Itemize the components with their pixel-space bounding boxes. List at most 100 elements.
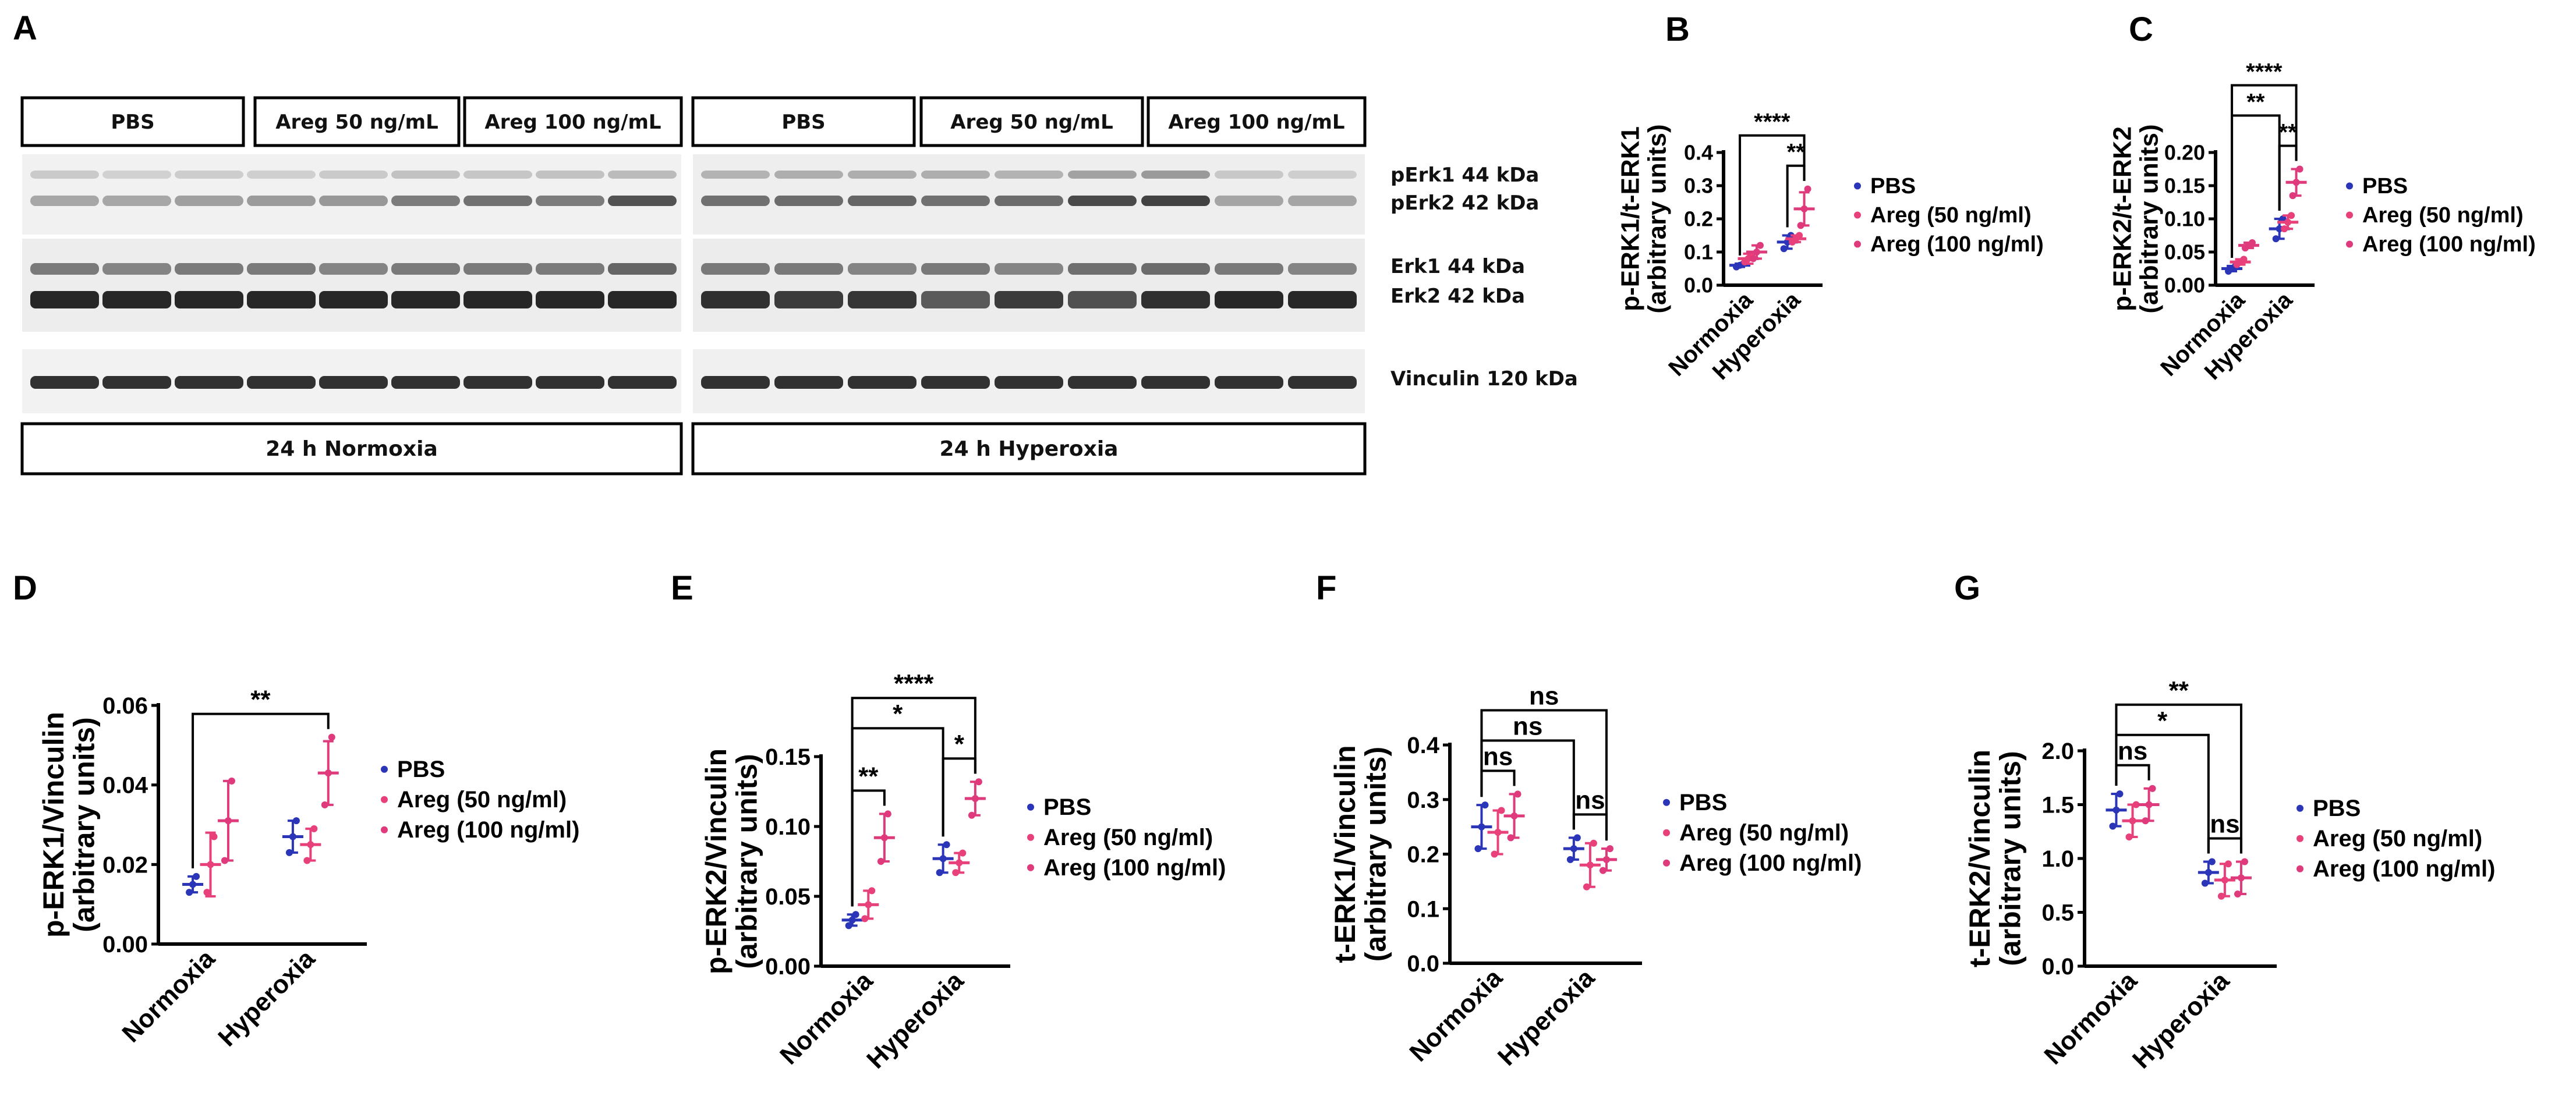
- y-tick-label-c: 0.10: [2164, 207, 2205, 231]
- y-axis-title-d: p-ERK1/Vinculin: [37, 712, 70, 938]
- y-axis-title-g: t-ERK2/Vinculin: [1963, 750, 1996, 967]
- y-tick-label-f: 0.0: [1407, 951, 1439, 977]
- band-row1-lane7: [536, 196, 604, 206]
- x-category-label-g: Hyperoxia: [2127, 966, 2235, 1074]
- data-point-d: [228, 777, 235, 785]
- band-row4-lane16: [1215, 376, 1283, 389]
- band-row4-lane1: [102, 376, 171, 389]
- data-point-f: [1573, 834, 1581, 842]
- legend-label-c: Areg (100 ng/ml): [2362, 232, 2536, 257]
- band-label-erk1: Erk1 44 kDa: [1390, 255, 1525, 278]
- y-axis-title-e: p-ERK2/Vinculin: [700, 748, 733, 974]
- band-row2-lane1: [102, 263, 171, 275]
- data-point-c: [2289, 192, 2297, 200]
- band-row4-lane11: [848, 376, 917, 389]
- data-point-c: [2281, 225, 2288, 233]
- band-row0-lane2: [175, 171, 243, 179]
- band-row3-lane13: [995, 291, 1063, 308]
- condition-label-hyperoxia: 24 h Hyperoxia: [940, 437, 1119, 461]
- band-row0-lane7: [536, 171, 604, 179]
- y-tick-label-d: 0.04: [102, 773, 148, 799]
- header-box-normoxia-pbs: [20, 96, 245, 147]
- band-row3-lane5: [391, 291, 460, 308]
- chart-panel-b: B 0.0 0.1 0.2 0.3 0.4 p-ERK1/t-ERK1(arbitrary…: [1616, 10, 2043, 385]
- band-row2-lane12: [921, 263, 990, 275]
- data-point-e: [956, 859, 963, 867]
- band-row0-lane16: [1215, 171, 1283, 179]
- blot-strip-perk-normoxia: [22, 154, 681, 235]
- data-point-b: [1756, 242, 1764, 249]
- y-tick-label-c: 0.00: [2164, 274, 2205, 297]
- legend-marker-b: [1854, 240, 1861, 248]
- band-row0-lane10: [774, 171, 843, 179]
- significance-label-f: ns: [1575, 786, 1605, 814]
- significance-bracket-g: [2115, 764, 2150, 786]
- band-row4-lane8: [608, 376, 677, 389]
- data-point-c: [2288, 212, 2295, 219]
- data-point-c: [2279, 215, 2287, 222]
- data-point-e: [848, 916, 856, 924]
- band-row1-lane13: [995, 196, 1063, 206]
- band-row3-lane7: [536, 291, 604, 308]
- band-row4-lane7: [536, 376, 604, 389]
- header-normoxia-areg100: Areg 100 ng/mL: [484, 111, 661, 134]
- data-point-d: [210, 833, 218, 840]
- band-row2-lane5: [391, 263, 460, 275]
- y-tick-label-f: 0.1: [1407, 896, 1439, 922]
- band-row0-lane11: [848, 171, 917, 179]
- data-point-b: [1753, 249, 1760, 256]
- panel-label-d: D: [13, 569, 37, 607]
- significance-bracket-b: [1739, 134, 1806, 256]
- significance-label-g: *: [2157, 707, 2168, 735]
- y-tick-label-b: 0.0: [1684, 274, 1713, 297]
- significance-bracket-d: [192, 712, 330, 868]
- band-row0-lane6: [463, 171, 532, 179]
- data-point-b: [1800, 205, 1808, 212]
- data-point-b: [1796, 232, 1803, 239]
- data-point-g: [2205, 869, 2212, 877]
- data-point-d: [186, 889, 193, 896]
- band-row3-lane17: [1288, 291, 1357, 308]
- data-point-g: [2113, 806, 2120, 814]
- band-row2-lane13: [995, 263, 1063, 275]
- data-point-d: [203, 889, 211, 896]
- data-point-d: [324, 769, 332, 777]
- chart-f: 0.0 0.1 0.2 0.3 0.4 t-ERK1/Vinculin(arbitrary…: [1329, 682, 1862, 1071]
- data-point-f: [1494, 829, 1502, 836]
- y-tick-label-d: 0.02: [102, 852, 148, 878]
- legend-marker-e: [1027, 833, 1034, 841]
- data-point-b: [1797, 222, 1804, 229]
- data-point-f: [1478, 823, 1485, 831]
- significance-label-b: **: [1787, 140, 1806, 165]
- significance-label-c: ****: [2246, 59, 2283, 85]
- header-normoxia-pbs: PBS: [111, 111, 154, 134]
- significance-label-g: ns: [2210, 810, 2239, 839]
- data-point-g: [2125, 833, 2133, 840]
- significance-label-e: **: [858, 762, 879, 790]
- band-row2-lane7: [536, 263, 604, 275]
- chart-panel-e: E 0.00 0.05 0.10 0.15 p-ERK2/Vinculin(arbitr…: [671, 569, 1226, 1074]
- data-point-e: [968, 811, 975, 819]
- legend-label-g: PBS: [2313, 796, 2361, 821]
- x-category-label-d: Normoxia: [116, 944, 221, 1048]
- significance-bracket-f: [1480, 709, 1608, 841]
- header-box-hyperoxia-areg100: [1147, 96, 1367, 147]
- data-point-d: [221, 857, 228, 864]
- y-axis-subtitle-g: (arbitrary units): [1994, 751, 2027, 966]
- data-point-c: [2296, 165, 2303, 173]
- band-row4-lane15: [1141, 376, 1210, 389]
- panel-label-e: E: [671, 569, 693, 607]
- y-tick-label-f: 0.3: [1407, 787, 1439, 813]
- header-normoxia-areg50: Areg 50 ng/mL: [275, 111, 438, 134]
- significance-label-e: *: [893, 700, 903, 728]
- band-row0-lane9: [701, 171, 770, 179]
- data-point-e: [861, 915, 869, 923]
- legend-marker-c: [2346, 211, 2353, 219]
- data-point-f: [1491, 850, 1498, 858]
- data-point-e: [865, 901, 872, 909]
- band-row4-lane6: [463, 376, 532, 389]
- legend-label-d: Areg (100 ng/ml): [397, 817, 579, 843]
- band-row4-lane9: [701, 376, 770, 389]
- data-point-e: [852, 911, 859, 918]
- y-tick-label-f: 0.2: [1407, 842, 1439, 868]
